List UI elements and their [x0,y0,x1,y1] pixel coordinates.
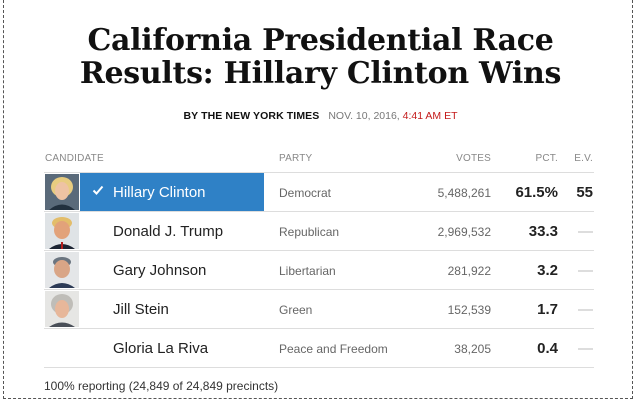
table-row: Donald J. Trump Republican 2,969,532 33.… [44,212,594,251]
candidate-party: Republican [279,225,340,239]
candidate-name: Gary Johnson [113,262,207,279]
candidate-ev: — [578,223,593,240]
reporting-status: 100% reporting (24,849 of 24,849 precinc… [44,379,279,393]
candidate-pct: 0.4 [537,340,558,357]
byline-date: NOV. 10, 2016, [328,110,400,122]
candidate-ev: — [578,262,593,279]
header-pct: PCT. [535,153,558,164]
candidate-pct: 3.2 [537,262,558,279]
candidate-ev: — [578,340,593,357]
candidate-votes: 5,488,261 [437,186,491,200]
candidate-votes: 38,205 [454,342,491,356]
candidate-photo-stein [45,291,79,327]
candidate-ev: 55 [576,184,593,201]
candidate-pct: 61.5% [515,184,558,201]
candidate-name-cell: Jill Stein [80,290,264,328]
byline-author: BY THE NEW YORK TIMES [183,110,320,122]
candidate-photo-trump [45,213,79,249]
byline-time: 4:41 AM ET [402,110,458,122]
header-ev: E.V. [574,153,593,164]
candidate-votes: 152,539 [447,303,491,317]
results-table: CANDIDATE PARTY VOTES PCT. E.V. Hillary … [44,150,594,368]
byline: BY THE NEW YORK TIMES NOV. 10, 2016, 4:4… [0,110,641,122]
winner-highlight: Hillary Clinton [80,173,264,211]
table-row: Hillary Clinton Democrat 5,488,261 61.5%… [44,173,594,212]
candidate-photo-johnson [45,252,79,288]
table-row: Gloria La Riva Peace and Freedom 38,205 … [44,329,594,368]
candidate-votes: 2,969,532 [437,225,491,239]
candidate-name-cell: Gloria La Riva [80,329,264,367]
candidate-name: Gloria La Riva [113,340,209,357]
candidate-party: Libertarian [279,264,336,278]
candidate-party: Green [279,303,313,317]
candidate-ev: — [578,301,593,318]
page-title: California Presidential Race Results: Hi… [0,24,641,90]
candidate-party: Democrat [279,186,332,200]
title-line-2: Results: Hillary Clinton Wins [79,56,562,91]
header-candidate: CANDIDATE [45,153,104,164]
candidate-name: Jill Stein [113,301,169,318]
candidate-photo-clinton [45,174,79,210]
candidate-name-cell: Gary Johnson [80,251,264,289]
title-line-1: California Presidential Race [87,23,554,58]
candidate-pct: 1.7 [537,301,558,318]
candidate-name-cell: Donald J. Trump [80,212,264,250]
candidate-pct: 33.3 [528,223,558,240]
table-row: Gary Johnson Libertarian 281,922 3.2 — [44,251,594,290]
header-party: PARTY [279,153,313,164]
candidate-name: Donald J. Trump [113,223,224,240]
page-frame [3,0,633,399]
candidate-votes: 281,922 [447,264,491,278]
checkmark-icon [92,183,104,200]
table-header: CANDIDATE PARTY VOTES PCT. E.V. [44,150,594,173]
candidate-party: Peace and Freedom [279,342,388,356]
header-votes: VOTES [456,153,491,164]
table-row: Jill Stein Green 152,539 1.7 — [44,290,594,329]
candidate-name: Hillary Clinton [113,184,206,201]
